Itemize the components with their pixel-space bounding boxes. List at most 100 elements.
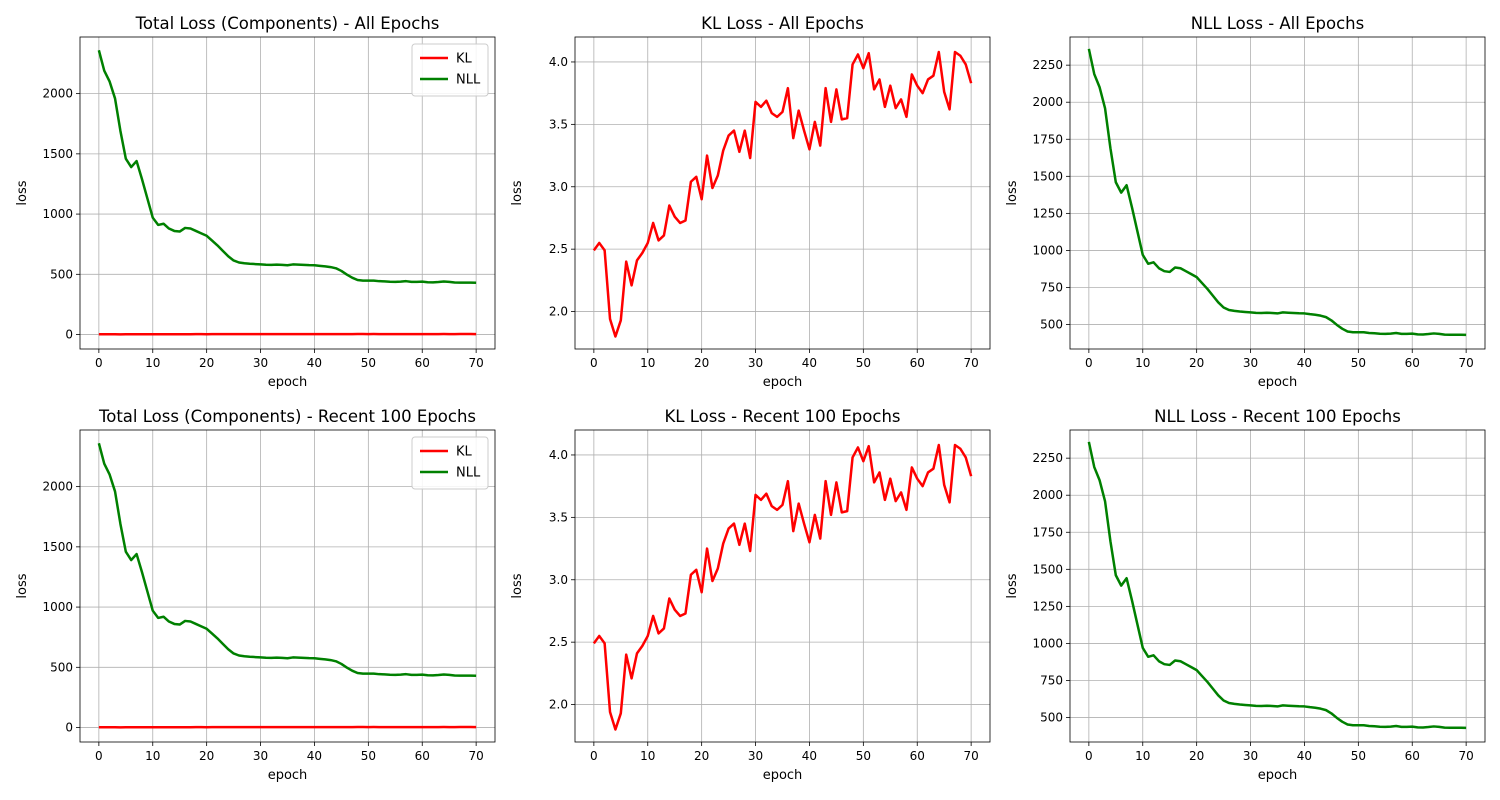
x-tick-label: 70 (468, 356, 483, 370)
x-tick-label: 40 (1297, 749, 1312, 763)
x-tick-label: 30 (748, 356, 763, 370)
x-axis-label: epoch (268, 768, 308, 783)
y-tick-label: 1500 (42, 147, 73, 161)
x-tick-label: 30 (253, 356, 268, 370)
x-tick-label: 10 (145, 749, 160, 763)
y-axis-label: loss (1005, 573, 1020, 598)
x-tick-label: 70 (1458, 749, 1473, 763)
chart-panel-6: NLL Loss - Recent 100 Epochs 0 10 20 30 40 50 6… (1005, 407, 1486, 783)
y-tick-label: 1000 (42, 600, 73, 614)
x-tick-label: 0 (95, 749, 103, 763)
x-tick-label: 40 (1297, 356, 1312, 370)
axes-frame (574, 429, 991, 743)
x-axis-label: epoch (268, 375, 308, 390)
axes-frame (1069, 36, 1486, 350)
x-tick-label: 10 (145, 356, 160, 370)
x-axis-label: epoch (1258, 768, 1298, 783)
y-tick-label: 0 (65, 721, 73, 735)
y-tick-label: 1000 (1032, 636, 1063, 650)
y-tick-label: 500 (50, 267, 73, 281)
y-tick-label: 3.5 (549, 510, 568, 524)
x-tick-label: 50 (856, 749, 871, 763)
y-tick-label: 2.5 (549, 635, 568, 649)
x-tick-label: 10 (640, 749, 655, 763)
legend-label: NLL (456, 466, 481, 481)
series-line-nll (97, 49, 477, 284)
series-line-nll (97, 442, 477, 677)
chart-panel-4: Total Loss (Components) - Recent 100 Epo… (15, 407, 496, 783)
y-tick-label: 1750 (1032, 525, 1063, 539)
chart-title: KL Loss - Recent 100 Epochs (664, 407, 900, 426)
x-tick-label: 50 (361, 356, 376, 370)
y-tick-label: 2000 (1032, 95, 1063, 109)
y-tick-label: 1250 (1032, 599, 1063, 613)
x-tick-label: 30 (1243, 749, 1258, 763)
x-tick-label: 20 (199, 749, 214, 763)
legend: KL NLL (411, 436, 489, 490)
chart-panel-1: Total Loss (Components) - All Epochs 0 10 2… (15, 14, 496, 390)
y-tick-label: 3.0 (549, 180, 568, 194)
y-tick-label: 1000 (1032, 243, 1063, 257)
y-tick-label: 500 (50, 660, 73, 674)
y-tick-label: 1000 (42, 207, 73, 221)
x-tick-label: 20 (694, 356, 709, 370)
y-tick-label: 2000 (42, 87, 73, 101)
x-tick-label: 40 (802, 356, 817, 370)
axes-frame (1069, 429, 1486, 743)
x-tick-label: 70 (468, 749, 483, 763)
x-tick-label: 60 (415, 356, 430, 370)
y-tick-label: 1500 (1032, 169, 1063, 183)
legend-label: KL (456, 52, 473, 67)
x-tick-label: 60 (910, 749, 925, 763)
y-axis-label: loss (1005, 180, 1020, 205)
x-tick-label: 50 (1351, 749, 1366, 763)
x-tick-label: 30 (1243, 356, 1258, 370)
axes-frame (574, 36, 991, 350)
x-tick-label: 0 (590, 356, 598, 370)
axes-frame (79, 429, 496, 743)
chart-title: NLL Loss - All Epochs (1191, 14, 1364, 33)
y-tick-label: 2000 (42, 480, 73, 494)
y-tick-label: 4.0 (549, 448, 568, 462)
chart-title: KL Loss - All Epochs (701, 14, 864, 33)
chart-panel-5: KL Loss - Recent 100 Epochs 0 10 20 30 40 50 60… (510, 407, 991, 783)
x-axis-label: epoch (1258, 375, 1298, 390)
y-axis-label: loss (510, 573, 525, 598)
x-tick-label: 10 (1135, 356, 1150, 370)
legend-label: NLL (456, 73, 481, 88)
y-tick-label: 2.5 (549, 242, 568, 256)
y-tick-label: 4.0 (549, 55, 568, 69)
chart-title: NLL Loss - Recent 100 Epochs (1154, 407, 1401, 426)
x-tick-label: 30 (253, 749, 268, 763)
x-tick-label: 30 (748, 749, 763, 763)
series-line-kl (592, 50, 973, 338)
series-line-kl (592, 443, 973, 731)
y-axis-label: loss (510, 180, 525, 205)
x-tick-label: 50 (361, 749, 376, 763)
axes-frame (79, 36, 496, 350)
x-tick-label: 20 (199, 356, 214, 370)
chart-title: Total Loss (Components) - All Epochs (135, 14, 440, 33)
y-tick-label: 0 (65, 328, 73, 342)
y-tick-label: 2000 (1032, 488, 1063, 502)
x-tick-label: 70 (963, 749, 978, 763)
series-line-nll (1087, 48, 1467, 337)
x-tick-label: 40 (307, 356, 322, 370)
y-tick-label: 2250 (1032, 451, 1063, 465)
y-tick-label: 1500 (42, 540, 73, 554)
y-tick-label: 500 (1040, 711, 1063, 725)
x-tick-label: 60 (1405, 749, 1420, 763)
x-tick-label: 0 (95, 356, 103, 370)
x-tick-label: 50 (1351, 356, 1366, 370)
x-tick-label: 0 (1085, 356, 1093, 370)
x-tick-label: 70 (1458, 356, 1473, 370)
chart-panel-3: NLL Loss - All Epochs 0 10 20 30 40 50 60 70 500 7… (1005, 14, 1486, 390)
x-tick-label: 60 (910, 356, 925, 370)
x-tick-label: 0 (1085, 749, 1093, 763)
y-tick-label: 1500 (1032, 562, 1063, 576)
x-tick-label: 20 (694, 749, 709, 763)
x-axis-label: epoch (763, 768, 803, 783)
x-tick-label: 20 (1189, 749, 1204, 763)
chart-panel-2: KL Loss - All Epochs 0 10 20 30 40 50 60 70 2.0 2.… (510, 14, 991, 390)
